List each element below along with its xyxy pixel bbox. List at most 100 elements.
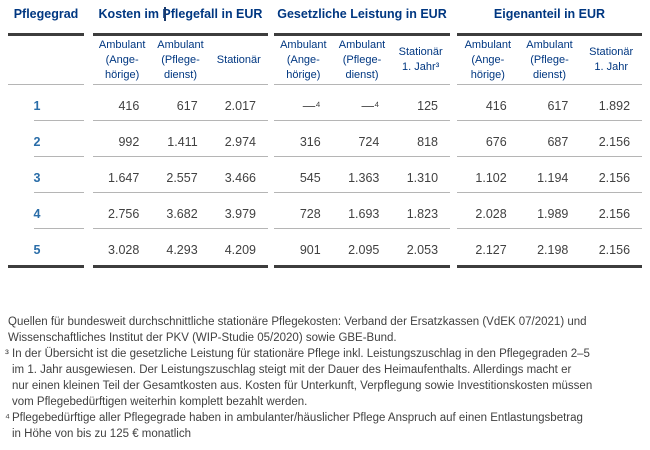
footnote-4: ⁴ Pflegebedürftige aller Pflegegrade hab…: [5, 412, 583, 440]
data-cell: 3.682: [166, 206, 198, 221]
data-cell: 1.194: [537, 170, 569, 185]
table-row: 4: [8, 193, 84, 229]
data-cell: 1.647: [108, 170, 140, 185]
column-header-stationaer: Stationär: [216, 53, 261, 66]
footnotes: Quellen für bundesweit durchschnittliche…: [5, 314, 643, 442]
data-cell: 2.156: [598, 170, 631, 185]
table-row: 1: [8, 85, 84, 121]
grade-cell: 2: [33, 134, 41, 149]
table-row: 316 724 818: [274, 121, 450, 157]
data-cell: 4.293: [166, 242, 198, 257]
data-cell: —⁴: [361, 98, 380, 113]
data-cell: 416: [485, 98, 507, 113]
eigenanteil-column-group: Eigenanteil in EUR Ambulant (Ange- hörig…: [457, 0, 642, 268]
data-cell: 2.156: [598, 134, 631, 149]
data-cell: 2.095: [348, 242, 380, 257]
data-cell: —⁴: [302, 98, 321, 113]
eigenanteil-subheaders: Ambulant (Ange- hörige) Ambulant (Pflege…: [457, 36, 642, 85]
data-cell: 1.892: [598, 98, 631, 113]
data-cell: 1.823: [406, 206, 439, 221]
table-row: 901 2.095 2.053: [274, 229, 450, 265]
table-row: 416 617 2.017: [93, 85, 268, 121]
leistung-group-title: Gesetzliche Leistung in EUR: [274, 0, 450, 36]
data-cell: 2.198: [537, 242, 569, 257]
table-row: 2.028 1.989 2.156: [457, 193, 642, 229]
kosten-group-title: Kosten im Pflegefall in EUR: [93, 0, 268, 36]
footnote-3-marker: ³: [5, 348, 9, 360]
data-cell: 617: [547, 98, 569, 113]
data-cell: 416: [118, 98, 140, 113]
data-cell: 545: [299, 170, 321, 185]
table-row: 5: [8, 229, 84, 265]
data-cell: 3.979: [224, 206, 256, 221]
kosten-rows: 416 617 2.017 992 1.411 2.974 1.647 2.55…: [93, 85, 268, 268]
table-row: 2.756 3.682 3.979: [93, 193, 268, 229]
source-note: Quellen für bundesweit durchschnittliche…: [8, 316, 587, 344]
eigenanteil-group-title: Eigenanteil in EUR: [457, 0, 642, 36]
data-cell: 901: [299, 242, 321, 257]
table-row: 3.028 4.293 4.209: [93, 229, 268, 265]
table-row: 992 1.411 2.974: [93, 121, 268, 157]
pflegegrad-subheader-spacer: [8, 36, 84, 85]
data-cell: 617: [176, 98, 198, 113]
grade-cell: 1: [33, 98, 41, 113]
table-row: 545 1.363 1.310: [274, 157, 450, 193]
pflegegrad-column-group: Pflegegrad 1 2 3 4 5: [8, 0, 84, 268]
grade-cell: 3: [33, 170, 41, 185]
text-cursor-artifact: [164, 7, 166, 21]
table-row: 3: [8, 157, 84, 193]
data-cell: 2.028: [475, 206, 507, 221]
data-cell: 4.209: [224, 242, 256, 257]
data-cell: 1.693: [348, 206, 380, 221]
table-row: —⁴ —⁴ 125: [274, 85, 450, 121]
table-row: 2: [8, 121, 84, 157]
data-cell: 316: [299, 134, 321, 149]
column-header-stationaer-1-jahr: Stationär 1. Jahr³: [398, 46, 443, 73]
data-cell: 3.028: [108, 242, 140, 257]
table-row: 1.102 1.194 2.156: [457, 157, 642, 193]
grade-cell: 4: [33, 206, 41, 221]
data-cell: 3.466: [224, 170, 256, 185]
pflege-cost-table: Pflegegrad 1 2 3 4 5 Kosten im Pflegefal…: [8, 0, 642, 268]
leistung-column-group: Gesetzliche Leistung in EUR Ambulant (An…: [274, 0, 450, 268]
leistung-subheaders: Ambulant (Ange- hörige) Ambulant (Pflege…: [274, 36, 450, 85]
data-cell: 2.053: [406, 242, 439, 257]
data-cell: 992: [118, 134, 140, 149]
data-cell: 2.017: [224, 98, 256, 113]
table-row: 1.647 2.557 3.466: [93, 157, 268, 193]
eigenanteil-rows: 416 617 1.892 676 687 2.156 1.102 1.194 …: [457, 85, 642, 268]
column-header-ambulant-pflegedienst: Ambulant (Pflege- dienst): [338, 38, 386, 81]
table-row: 728 1.693 1.823: [274, 193, 450, 229]
data-cell: 2.156: [598, 206, 631, 221]
data-cell: 125: [417, 98, 439, 113]
data-cell: 2.127: [475, 242, 507, 257]
data-cell: 728: [299, 206, 321, 221]
footnote-3: ³ In der Übersicht ist die gesetzliche L…: [5, 348, 593, 408]
data-cell: 2.974: [224, 134, 256, 149]
column-header-ambulant-angehoerige: Ambulant (Ange- hörige): [280, 38, 327, 81]
column-header-stationaer-1-jahr: Stationär 1. Jahr: [589, 46, 634, 73]
column-header-ambulant-angehoerige: Ambulant (Ange- hörige): [464, 38, 512, 81]
data-cell: 676: [485, 134, 507, 149]
kosten-subheaders: Ambulant (Ange- hörige) Ambulant (Pflege…: [93, 36, 268, 85]
data-cell: 1.411: [167, 134, 198, 149]
table-row: 416 617 1.892: [457, 85, 642, 121]
footnote-4-marker: ⁴: [5, 412, 10, 424]
column-header-ambulant-pflegedienst: Ambulant (Pflege- dienst): [157, 38, 204, 81]
table-row: 676 687 2.156: [457, 121, 642, 157]
table-row: 2.127 2.198 2.156: [457, 229, 642, 265]
column-header-ambulant-pflegedienst: Ambulant (Pflege- dienst): [526, 38, 573, 81]
data-cell: 1.989: [537, 206, 569, 221]
pflegegrad-title: Pflegegrad: [8, 0, 84, 36]
leistung-rows: —⁴ —⁴ 125 316 724 818 545 1.363 1.310 72…: [274, 85, 450, 268]
data-cell: 1.363: [348, 170, 380, 185]
data-cell: 2.756: [108, 206, 140, 221]
pflegegrad-rows: 1 2 3 4 5: [8, 85, 84, 268]
data-cell: 818: [417, 134, 439, 149]
data-cell: 2.557: [166, 170, 198, 185]
column-header-ambulant-angehoerige: Ambulant (Ange- hörige): [98, 38, 146, 81]
data-cell: 724: [358, 134, 380, 149]
data-cell: 2.156: [598, 242, 631, 257]
data-cell: 1.310: [406, 170, 439, 185]
kosten-column-group: Kosten im Pflegefall in EUR Ambulant (An…: [93, 0, 268, 268]
